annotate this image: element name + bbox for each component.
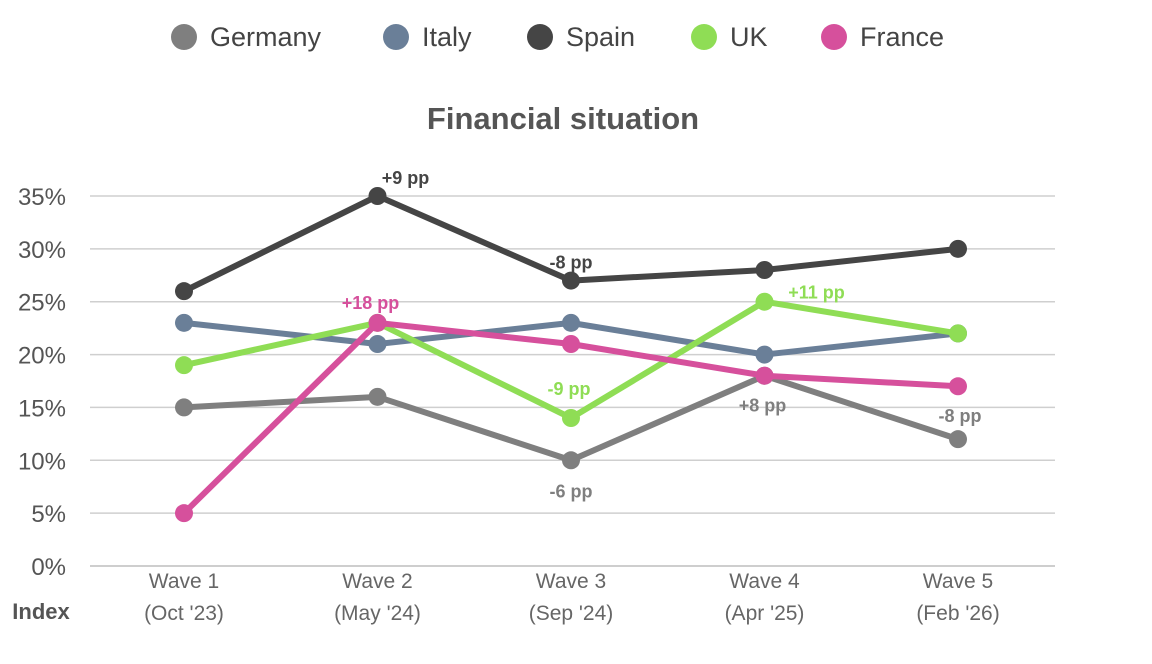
annotation-uk: -9 pp [548, 379, 591, 399]
x-tick-label: Wave 3 (Sep '24) [529, 570, 614, 625]
legend-label-uk: UK [730, 22, 768, 52]
annotation-france: +18 pp [342, 293, 400, 313]
legend-label-france: France [860, 22, 944, 52]
point-uk [949, 324, 967, 343]
point-uk [175, 356, 193, 375]
y-tick-label: 0% [31, 554, 66, 581]
legend-marker-italy [383, 24, 409, 50]
legend-label-germany: Germany [210, 22, 322, 52]
index-label: Index [12, 599, 70, 624]
series-france [175, 313, 967, 523]
point-spain [368, 187, 387, 205]
annotations: +9 pp -8 pp +18 pp -9 pp +11 pp -6 pp +8 pp -8 … [342, 168, 982, 501]
x-axis: Wave 1 (Oct '23) Wave 2 (May '24) Wave 3 (Sep… [144, 570, 1000, 625]
legend-label-italy: Italy [422, 22, 472, 52]
point-uk [562, 409, 580, 427]
y-tick-label: 10% [18, 448, 66, 475]
point-spain [949, 239, 967, 258]
series-germany [175, 366, 967, 470]
point-italy [175, 313, 193, 332]
legend-item-spain: Spain [527, 22, 635, 52]
point-france [755, 366, 774, 385]
x-tick-label: Wave 2 (May '24) [334, 570, 421, 625]
point-spain [755, 261, 774, 279]
point-germany [175, 398, 193, 417]
point-france [175, 504, 193, 523]
legend: Germany Italy Spain UK France [171, 22, 944, 52]
point-france [949, 377, 967, 396]
legend-marker-spain [527, 24, 553, 50]
y-tick-label: 20% [18, 343, 66, 370]
legend-label-spain: Spain [566, 22, 635, 52]
y-tick-label: 15% [18, 395, 66, 422]
series-lines [175, 187, 967, 523]
y-tick-label: 25% [18, 290, 66, 317]
y-tick-label: 30% [18, 237, 66, 264]
annotation-uk: +11 pp [788, 283, 845, 303]
series-spain [175, 187, 967, 301]
point-france [368, 313, 387, 332]
point-italy [368, 335, 387, 353]
point-germany [949, 430, 967, 449]
legend-item-uk: UK [691, 22, 768, 52]
annotation-germany: +8 pp [739, 396, 787, 416]
point-france [562, 335, 580, 353]
point-uk [755, 292, 774, 311]
x-tick-label: Wave 1 (Oct '23) [144, 570, 224, 625]
chart-title: Financial situation [427, 101, 699, 136]
legend-marker-france [821, 24, 847, 50]
y-tick-label: 35% [18, 184, 66, 211]
y-axis: 0% 5% 10% 15% 20% 25% 30% 35% [18, 184, 66, 581]
legend-item-italy: Italy [383, 22, 472, 52]
point-spain [562, 271, 580, 290]
annotation-spain: +9 pp [382, 168, 430, 188]
point-germany [562, 451, 580, 470]
point-italy [562, 313, 580, 332]
point-germany [368, 387, 387, 406]
legend-item-germany: Germany [171, 22, 322, 52]
annotation-spain: -8 pp [550, 253, 593, 273]
x-tick-label: Wave 4 (Apr '25) [725, 570, 805, 625]
x-tick-label: Wave 5 (Feb '26) [916, 570, 999, 625]
annotation-germany: -6 pp [550, 481, 593, 501]
annotation-germany: -8 pp [939, 406, 982, 426]
point-italy [755, 345, 774, 364]
legend-marker-germany [171, 24, 197, 50]
y-tick-label: 5% [31, 501, 66, 528]
legend-item-france: France [821, 22, 944, 52]
legend-marker-uk [691, 24, 717, 50]
point-spain [175, 282, 193, 301]
